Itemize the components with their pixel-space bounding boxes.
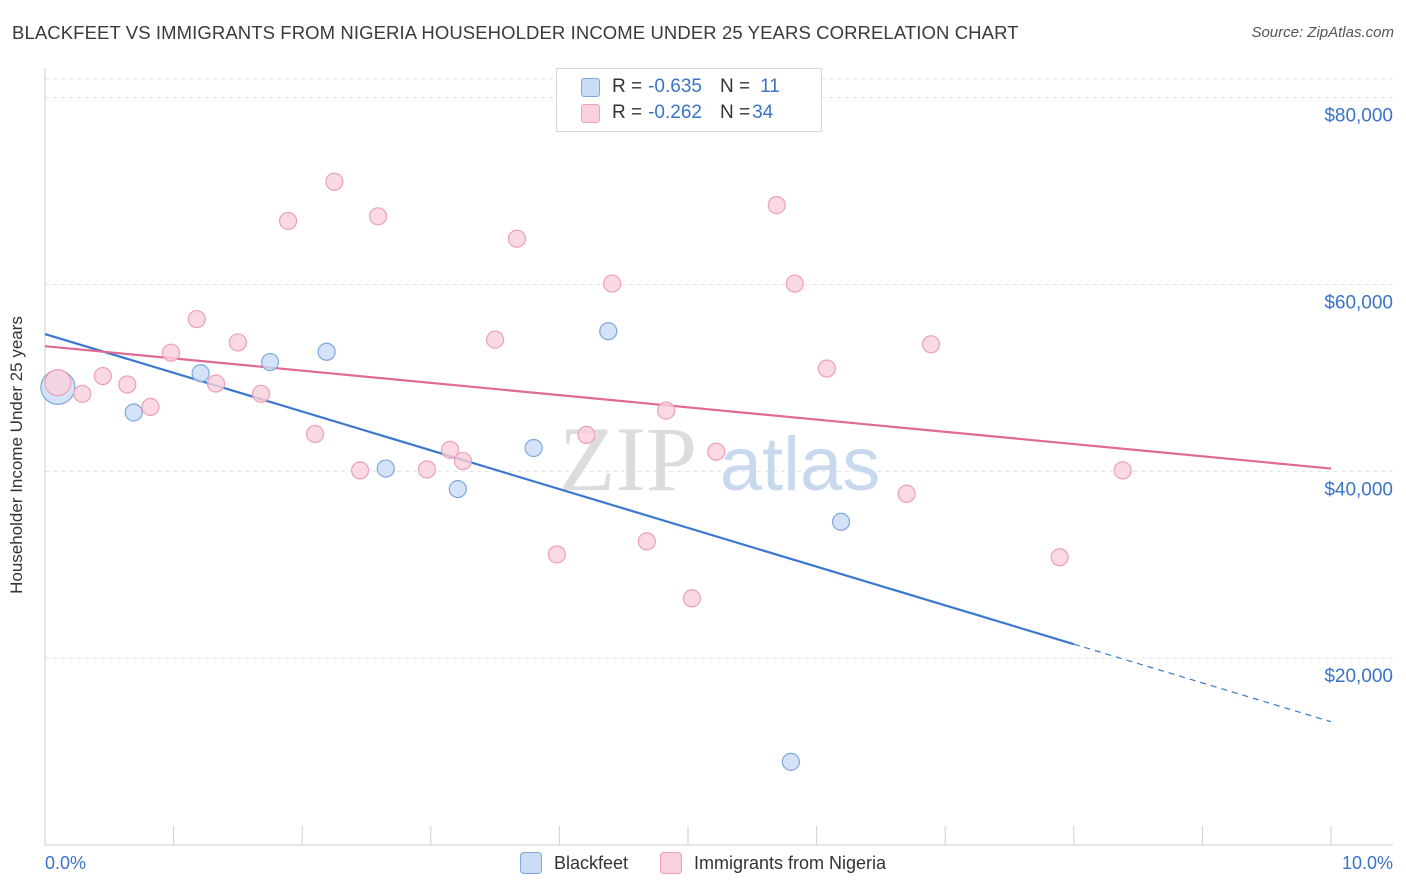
data-points	[40, 172, 1132, 771]
point-nigeria	[897, 484, 916, 503]
trend-line-blackfeet-extension	[1073, 643, 1332, 723]
point-blackfeet	[317, 342, 336, 361]
point-nigeria	[368, 207, 388, 226]
point-blackfeet	[191, 364, 210, 383]
point-blackfeet	[599, 322, 618, 341]
point-nigeria	[767, 196, 786, 215]
point-blackfeet	[524, 438, 543, 458]
point-nigeria	[325, 172, 344, 191]
point-nigeria	[187, 309, 206, 329]
legend-row-nigeria: R = -0.262 N = 34	[581, 101, 773, 125]
point-blackfeet	[448, 479, 467, 499]
legend-row-blackfeet: R = -0.635 N = 11	[581, 75, 780, 99]
watermark: ZIP atlas	[559, 408, 880, 510]
point-nigeria	[657, 401, 676, 420]
legend-swatch-nigeria	[660, 852, 682, 874]
y-tick-label: $60,000	[1324, 293, 1393, 314]
point-blackfeet	[831, 512, 851, 531]
point-nigeria	[603, 274, 622, 293]
legend-label-blackfeet: Blackfeet	[553, 852, 628, 873]
legend-n-label: N =	[719, 76, 751, 97]
legend-r-value: -0.262	[648, 102, 702, 123]
point-nigeria	[785, 274, 804, 293]
point-nigeria	[707, 442, 726, 461]
series-legend: Blackfeet Immigrants from Nigeria	[0, 852, 1406, 874]
point-nigeria	[228, 333, 247, 352]
y-tick-label: $40,000	[1324, 479, 1393, 500]
point-nigeria	[440, 440, 460, 459]
y-tick-label: $20,000	[1324, 666, 1393, 687]
legend-swatch-blackfeet	[519, 852, 542, 874]
legend-r-label: R =	[612, 102, 643, 123]
trend-lines	[44, 332, 1332, 723]
point-nigeria	[817, 359, 836, 378]
legend-label-nigeria: Immigrants from Nigeria	[694, 852, 887, 873]
point-nigeria	[637, 532, 656, 551]
point-blackfeet	[260, 352, 280, 372]
legend-n-value: 34	[752, 102, 774, 123]
legend-n-value: 11	[760, 76, 780, 97]
point-nigeria	[1113, 461, 1132, 480]
correlation-legend: R = -0.635 N = 11 R = -0.262 N = 34	[556, 68, 822, 132]
point-nigeria	[44, 368, 72, 397]
watermark-atlas: atlas	[720, 422, 881, 507]
legend-item-blackfeet: Blackfeet	[519, 852, 628, 874]
point-nigeria	[577, 425, 596, 445]
legend-swatch-nigeria	[581, 103, 600, 123]
trend-line-nigeria	[44, 345, 1332, 470]
point-nigeria	[921, 335, 941, 354]
point-nigeria	[507, 229, 527, 248]
point-nigeria	[682, 589, 701, 608]
point-nigeria	[453, 451, 473, 471]
point-nigeria	[547, 545, 566, 564]
x-tick-label: 0.0%	[45, 853, 86, 873]
point-nigeria	[93, 366, 112, 386]
chart-title: BLACKFEET VS IMMIGRANTS FROM NIGERIA HOU…	[12, 22, 1019, 43]
point-blackfeet	[124, 403, 143, 422]
point-nigeria	[1050, 548, 1069, 567]
point-nigeria	[417, 460, 437, 479]
point-nigeria	[278, 211, 298, 231]
legend-swatch-blackfeet	[581, 77, 600, 97]
legend-r-value: -0.635	[648, 76, 702, 97]
point-nigeria	[486, 330, 505, 349]
point-nigeria	[73, 384, 92, 403]
source-label: Source: ZipAtlas.com	[1251, 24, 1394, 41]
point-nigeria	[206, 374, 226, 393]
legend-item-nigeria: Immigrants from Nigeria	[660, 852, 886, 874]
y-tick-label: $80,000	[1324, 106, 1393, 127]
tick-labels: $20,000 $40,000 $60,000 $80,000 0.0% 10.0%	[45, 106, 1393, 873]
point-nigeria	[141, 397, 160, 416]
gridlines	[45, 78, 1393, 659]
x-tick-label: 10.0%	[1342, 853, 1393, 873]
point-nigeria	[251, 384, 271, 403]
point-nigeria	[118, 375, 137, 394]
point-nigeria	[305, 424, 325, 444]
legend-n-label: N =	[719, 102, 751, 123]
point-nigeria	[350, 461, 370, 480]
point-blackfeet	[781, 752, 800, 771]
axes	[44, 68, 1393, 846]
legend-r-label: R =	[612, 76, 643, 97]
point-blackfeet	[376, 459, 395, 478]
point-nigeria	[161, 343, 181, 362]
watermark-zip: ZIP	[559, 408, 697, 510]
